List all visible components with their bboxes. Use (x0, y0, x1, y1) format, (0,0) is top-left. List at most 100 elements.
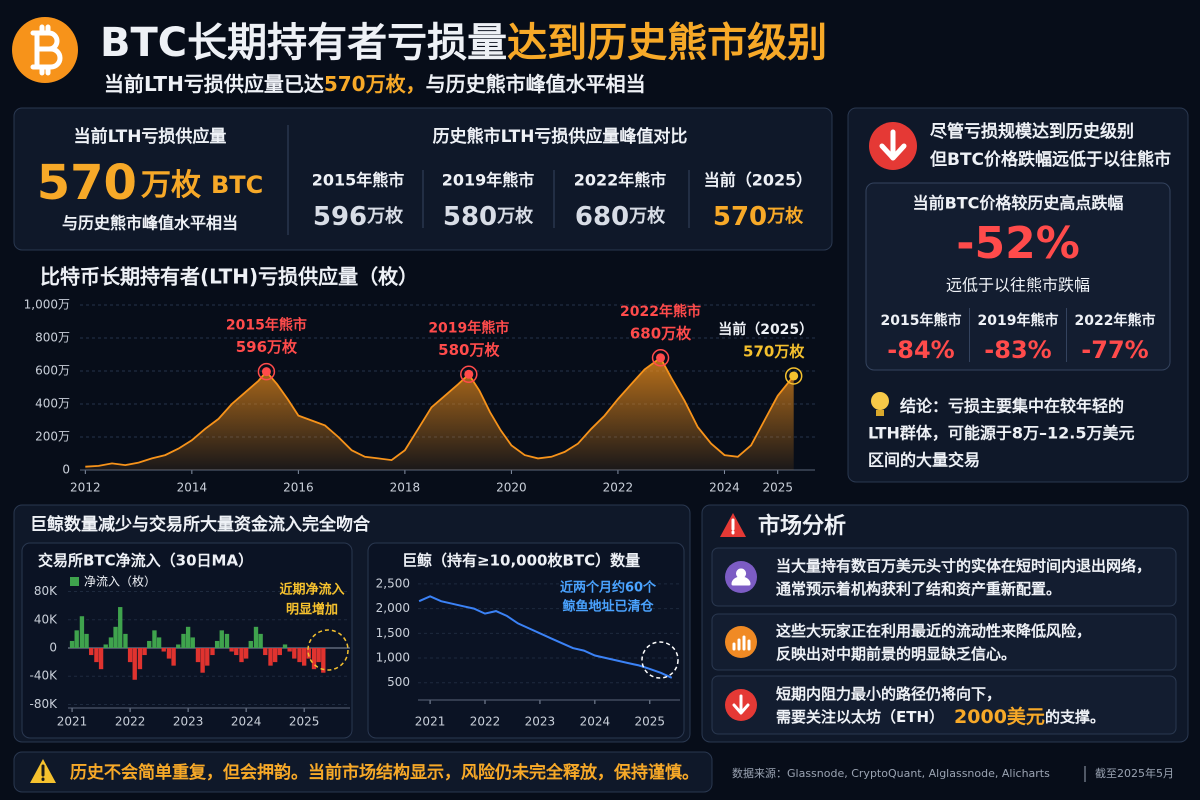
analysis-row (711, 675, 1177, 735)
y-tick-label: 2,000 (376, 601, 410, 615)
subtitle-part: 当前LTH亏损供应量已达 (104, 72, 324, 96)
subtitle: 当前LTH亏损供应量已达570万枚，与历史熊市峰值水平相当 (104, 72, 646, 96)
bar (161, 648, 166, 652)
peak-ring (257, 362, 276, 381)
bar (219, 630, 224, 648)
highlight-circle (307, 629, 349, 671)
title-part: 达到历史熊市级别 (507, 20, 827, 66)
legend-label: 净流入（枚） (84, 574, 156, 589)
analysis-row (711, 613, 1177, 671)
bar (176, 644, 181, 648)
legend-swatch (70, 577, 79, 586)
y-tick-label: -80K (30, 697, 59, 711)
x-tick-label: 2025 (635, 715, 666, 729)
current-drawdown: -52% (956, 218, 1080, 269)
comparison-value-part: 万枚 (628, 205, 666, 227)
bar (190, 637, 195, 648)
x-tick-label: 2024 (580, 715, 611, 729)
bar (282, 644, 288, 648)
x-tick-label: 2024 (231, 715, 262, 729)
analysis-text-part: 这些大玩家正在利用最近的流动性来降低风险， (776, 622, 1091, 640)
annotation-label: 580万枚 (438, 341, 500, 359)
chart-title: 巨鲸（持有≥10,000枚BTC）数量 (402, 552, 640, 570)
comparison-value-part: 万枚 (496, 205, 534, 227)
title-part: BTC长期持有者亏损量 (100, 20, 507, 66)
bar (311, 648, 317, 670)
bar (272, 648, 278, 663)
bar (297, 648, 302, 663)
bar (156, 637, 162, 648)
peak-marker (261, 367, 271, 377)
panel (367, 542, 685, 739)
section-title: 巨鲸数量减少与交易所大量资金流入完全吻合 (30, 514, 371, 535)
x-tick-label: 2021 (57, 715, 88, 729)
bar (210, 648, 215, 656)
comparison-value-part: 万枚 (766, 205, 804, 227)
row-icon (725, 626, 757, 658)
bar (224, 633, 230, 648)
bar (74, 630, 79, 648)
comparison-value: 570万枚 (713, 202, 804, 232)
bar (292, 648, 297, 659)
comparison-value-part: 570 (713, 202, 767, 232)
annotation: 明显增加 (286, 602, 338, 618)
comparison-value-part: 596 (313, 202, 367, 232)
subtitle-part: 570万枚， (324, 72, 426, 96)
analysis-text: 当大量持有数百万美元头寸的实体在短时间内退出网络， (776, 557, 1151, 575)
bar (152, 630, 157, 648)
bar (239, 648, 244, 663)
row-glyph (731, 568, 751, 586)
current-value-part: 万枚 (141, 168, 201, 203)
comparison-label: 当前（2025） (704, 171, 813, 190)
comparison-value: 596万枚 (313, 202, 404, 232)
y-tick-label: 0 (49, 641, 57, 655)
bar (113, 626, 118, 648)
current-value: 570 万枚 BTC (37, 155, 263, 211)
peak-marker (464, 369, 474, 379)
bulb-base (876, 410, 884, 416)
bar (277, 648, 282, 656)
y-tick-label: 40K (34, 612, 58, 626)
headline: 尽管亏损规模达到历史级别 (930, 121, 1134, 142)
analysis-text-part: 当大量持有数百万美元头寸的实体在短时间内退出网络， (776, 557, 1151, 575)
bar (89, 648, 94, 656)
bar (147, 640, 152, 648)
down-arrow (879, 129, 907, 161)
bar (268, 648, 273, 666)
line (418, 595, 673, 679)
bar (142, 648, 147, 656)
x-tick-label: 2023 (173, 715, 204, 729)
current-value-part: BTC (211, 171, 263, 199)
bar (123, 633, 128, 648)
analysis-row (711, 547, 1177, 607)
y-tick-label: 0 (62, 463, 70, 477)
annotation-text: 2015年熊市 (226, 317, 307, 334)
subtitle-part: 与历史熊市峰值水平相当 (426, 72, 646, 96)
annotation-label: 570万枚 (743, 342, 805, 360)
conclusion: 结论：亏损主要集中在较年轻的 (899, 397, 1124, 416)
comparison-label: 2019年熊市 (442, 171, 535, 190)
annotation-text: 当前（2025） (718, 321, 813, 338)
bar (185, 626, 191, 648)
bar (316, 648, 321, 663)
analysis-text: 反映出对中期前景的明显缺乏信心。 (776, 645, 1016, 663)
bar (103, 644, 108, 648)
x-tick-label: 2020 (496, 481, 527, 495)
text: 历史熊市LTH亏损供应量峰值对比 (433, 126, 688, 147)
x-tick-label: 2024 (709, 481, 740, 495)
bar (287, 648, 292, 652)
text: 当前BTC价格较历史高点跌幅 (913, 194, 1124, 213)
y-tick-label: -40K (30, 669, 59, 683)
peak-ring (651, 349, 670, 367)
text: 2022年熊市 (1075, 312, 1156, 329)
area-line (85, 356, 795, 468)
text: 2019年熊市 (978, 312, 1059, 329)
annotation-label: 596万枚 (236, 338, 298, 356)
text: 当前LTH亏损供应量 (74, 126, 227, 147)
comparison-value-part: 万枚 (366, 205, 404, 227)
x-tick-label: 2025 (762, 481, 793, 495)
drawdown-value: -84% (887, 336, 954, 364)
title: BTC长期持有者亏损量达到历史熊市级别 (100, 20, 827, 66)
annotation: 鲸鱼地址已清仓 (562, 599, 654, 615)
